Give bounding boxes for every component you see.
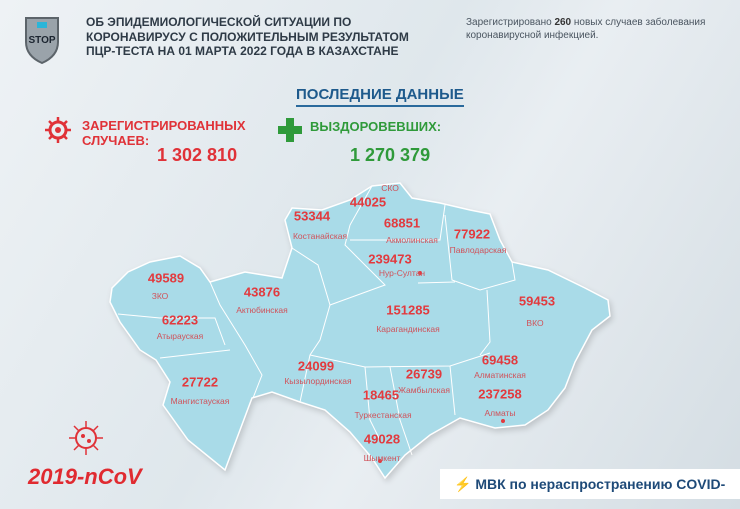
region-name: Алматы [484, 408, 516, 418]
region-value: 49028 [363, 431, 401, 447]
recovered-label: ВЫЗДОРОВЕВШИХ: [310, 119, 442, 134]
region-name: Мангистауская [170, 396, 230, 406]
lightning-icon: ⚡ [454, 476, 476, 492]
region-value: 59453 [518, 293, 556, 309]
news-line2: коронавирусной инфекцией. [466, 30, 599, 41]
region-name: Жамбылская [398, 385, 450, 395]
region-name: ВКО [526, 318, 544, 328]
page-title: ОБ ЭПИДЕМИОЛОГИЧЕСКОЙ СИТУАЦИИ ПО КОРОНА… [86, 15, 409, 59]
registered-label-line: ЗАРЕГИСТРИРОВАННЫХ [82, 118, 246, 133]
region-name: Шымкент [363, 453, 401, 463]
region-name: Кызылординская [284, 376, 352, 386]
region-value: 69458 [481, 352, 519, 368]
region-value: 68851 [383, 215, 421, 231]
map-outline [109, 182, 611, 480]
region-name: Акмолинская [386, 235, 438, 245]
region-value: 237258 [478, 386, 522, 402]
region-value: 77922 [453, 226, 491, 242]
region-value: 26739 [405, 366, 443, 382]
region-name: СКО [381, 183, 399, 193]
region-value: 44025 [349, 194, 387, 210]
svg-text:STOP: STOP [28, 35, 55, 46]
title-line: КОРОНАВИРУСУ С ПОЛОЖИТЕЛЬНЫМ РЕЗУЛЬТАТОМ [86, 29, 409, 44]
region-name: Атырауская [156, 331, 204, 341]
news-count: 260 [554, 17, 572, 28]
region-value: 62223 [161, 312, 199, 328]
stop-shield-logo: STOP [25, 17, 59, 64]
region-value: 18465 [362, 387, 400, 403]
region-borders [117, 185, 516, 456]
recovered-value: 1 270 379 [350, 145, 431, 165]
news-text: Зарегистрировано 260 новых случаев забол… [466, 16, 705, 42]
region-name: Алматинская [474, 370, 526, 380]
region-value: 239473 [368, 251, 412, 267]
title-line: ПЦР-ТЕСТА НА 01 МАРТА 2022 ГОДА В КАЗАХС… [86, 44, 399, 58]
plus-icon [278, 118, 302, 142]
region-value: 49589 [147, 270, 185, 286]
region-name: Актюбинская [236, 305, 288, 315]
region-name: Карагандинская [376, 324, 440, 334]
mvk-text: МВК по нераспространению COVID-19 [454, 476, 726, 509]
region-value: 24099 [297, 358, 335, 374]
region-name: Туркестанская [354, 410, 412, 420]
region-value: 27722 [181, 374, 219, 390]
mvk-banner: ⚡ МВК по нераспространению COVID-19 [440, 469, 740, 509]
region-name: Павлодарская [449, 245, 507, 255]
ncov-label: 2019-nCoV [28, 464, 142, 489]
news-prefix: Зарегистрировано [466, 17, 555, 28]
region-name: ЗКО [151, 291, 169, 301]
virus-icon [45, 117, 71, 143]
region-name: Костанайская [292, 231, 348, 241]
title-line: ОБ ЭПИДЕМИОЛОГИЧЕСКОЙ СИТУАЦИИ ПО [86, 15, 352, 29]
registered-label-line: СЛУЧАЕВ: [82, 133, 150, 148]
region-value: 43876 [243, 284, 281, 300]
region-value: 151285 [386, 302, 430, 318]
news-suffix: новых случаев заболевания [571, 17, 706, 28]
registered-value: 1 302 810 [157, 145, 238, 165]
registered-label: ЗАРЕГИСТРИРОВАННЫХ СЛУЧАЕВ: [82, 118, 246, 148]
region-name: Нур-Султан [378, 268, 426, 278]
coronavirus-icon [69, 421, 103, 455]
latest-data-heading: ПОСЛЕДНИЕ ДАННЫЕ [296, 86, 464, 107]
region-value: 53344 [293, 208, 331, 224]
